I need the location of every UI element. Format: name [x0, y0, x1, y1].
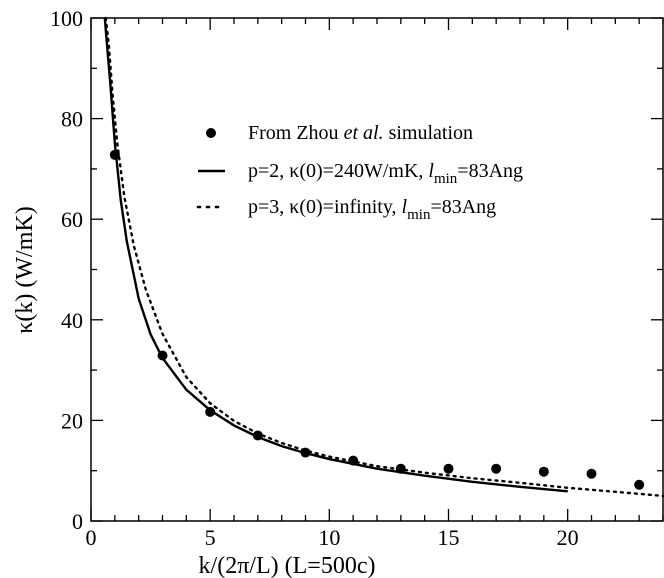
plot-frame	[90, 17, 664, 522]
legend-marker-dot	[206, 128, 216, 138]
dotted-fit-line	[104, 16, 664, 498]
data-point	[491, 463, 502, 474]
x-tick-label: 15	[438, 525, 460, 550]
legend-label-part: p=3, κ(0)=infinity,	[248, 196, 402, 218]
y-tick-label: 60	[61, 207, 83, 232]
y-tick-label: 40	[61, 308, 83, 333]
legend-label-part: From Zhou	[248, 122, 344, 144]
legend-label-part: l	[428, 160, 434, 182]
legend-label: From Zhou et al. simulation	[248, 122, 473, 144]
legend-label-part: min	[434, 171, 458, 187]
y-tick-label: 80	[61, 107, 83, 132]
solid-fit-line	[103, 17, 568, 493]
series-layer	[103, 16, 664, 498]
y-tick-label: 20	[61, 408, 83, 433]
legend-label-part: =83Ang	[457, 160, 523, 182]
data-point	[634, 479, 645, 490]
y-tick-label: 100	[50, 6, 83, 31]
x-axis-label: k/(2π/L) (L=500c)	[199, 553, 376, 578]
y-tick-label: 0	[72, 509, 83, 534]
legend-label: p=3, κ(0)=infinity, lmin=83Ang	[248, 196, 496, 223]
y-axis-label: κ(k) (W/mK)	[12, 206, 38, 333]
ticks-layer: 0 5 10 15 20 0 20 40 60 80 100	[50, 6, 664, 550]
x-tick-label: 20	[557, 525, 579, 550]
legend-label-part: p=2, κ(0)=240W/mK,	[248, 160, 428, 182]
legend-label-part: et al.	[344, 122, 384, 144]
x-tick-label: 0	[86, 525, 97, 550]
legend: From Zhou et al. simulation p=2, κ(0)=240…	[196, 122, 523, 223]
legend-label-part: min	[407, 207, 431, 223]
legend-label-part: =83Ang	[430, 196, 496, 218]
data-point	[443, 463, 454, 474]
legend-label: p=2, κ(0)=240W/mK, lmin=83Ang	[248, 160, 523, 187]
data-point	[538, 466, 549, 477]
data-point	[586, 468, 597, 479]
legend-label-part: l	[402, 196, 408, 218]
legend-label-part: simulation	[384, 122, 473, 144]
x-tick-label: 10	[318, 525, 340, 550]
x-tick-label: 5	[205, 525, 216, 550]
